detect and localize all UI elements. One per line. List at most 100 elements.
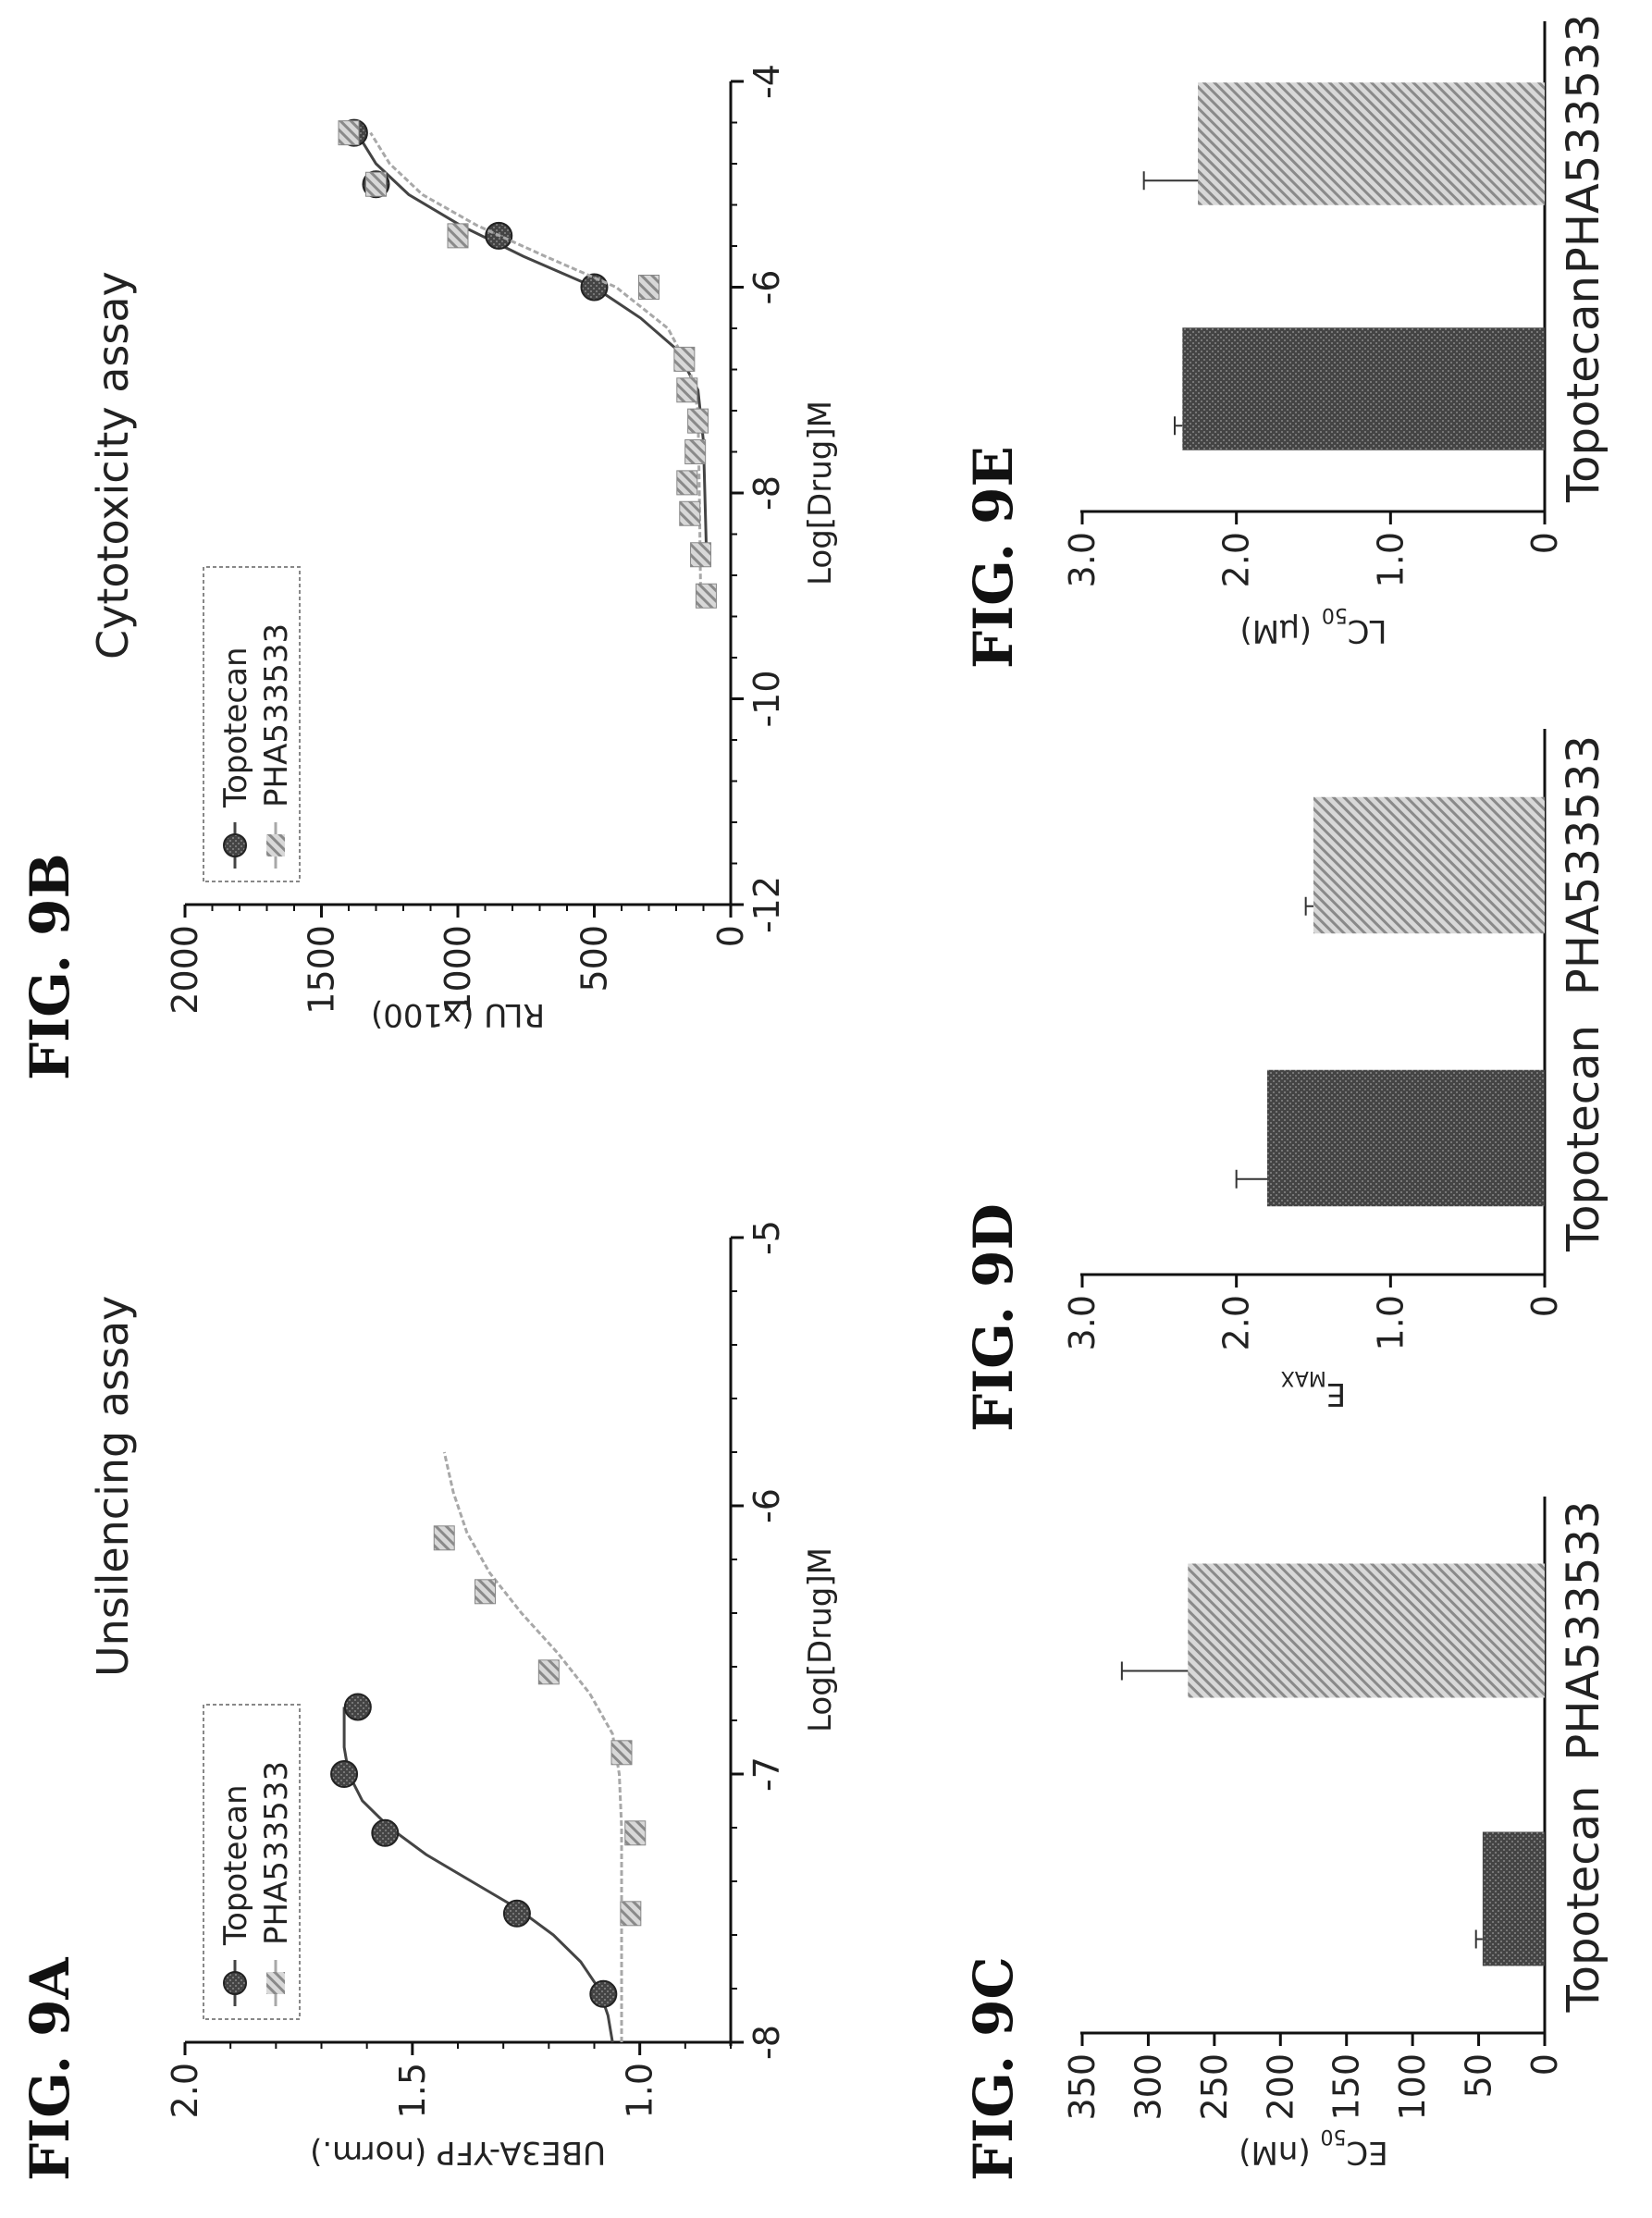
- data-point-pha533533: [676, 377, 698, 403]
- y-tick-label: 150: [1326, 2053, 1367, 2121]
- y-axis-label-subscript: MAX: [1281, 1367, 1326, 1390]
- y-axis-label-unit: (µM): [1240, 612, 1322, 649]
- cytotoxicity-title: Cytotoxicity assay: [88, 271, 138, 659]
- data-point-topotecan: [343, 1693, 372, 1721]
- y-tick-label: 0: [1524, 1295, 1565, 1317]
- y-axis-label-subscript: 50: [1321, 2126, 1347, 2149]
- legend-box: [203, 566, 301, 882]
- data-point-topotecan: [371, 1818, 400, 1847]
- category-label-topotecan: Topotecan: [1558, 276, 1609, 503]
- y-tick-label: 350: [1062, 2053, 1103, 2121]
- x-tick-label: -8: [746, 475, 787, 511]
- bar-topotecan: [1182, 327, 1545, 450]
- y-tick-label: 1.0: [620, 2063, 660, 2118]
- y-tick-label: 3.0: [1062, 1295, 1103, 1350]
- y-tick-label: 1.0: [1370, 532, 1411, 587]
- data-point-pha533533: [676, 470, 698, 496]
- legend-marker-pha533533: [266, 1972, 285, 1994]
- legend-marker-topotecan: [223, 833, 247, 857]
- bar-pha533533: [1188, 1563, 1546, 1698]
- category-label-pha533533: PHA533533: [1558, 1500, 1609, 1760]
- y-tick-label: 50: [1459, 2053, 1499, 2098]
- cytotoxicity-assay-chart: 0 500 1000 1500 2000 -12 -10 -8 -6 -4 Log[Drug]M RL…: [165, 64, 839, 1033]
- y-axis-label: EC50 (nM): [1239, 2126, 1387, 2172]
- fig-9a-label: FIG. 9A: [18, 1957, 81, 2181]
- y-axis-label-unit: (nM): [1239, 2134, 1320, 2171]
- y-axis-label: UBE3A-YFP (norm.): [310, 2134, 606, 2171]
- x-tick-label: -6: [746, 270, 787, 305]
- y-tick-label: 2.0: [1216, 1295, 1257, 1350]
- y-tick-label: 2000: [165, 925, 205, 1015]
- data-point-topotecan: [589, 1979, 618, 2008]
- fig-9b-label: FIG. 9B: [18, 853, 81, 1080]
- legend-marker-topotecan: [223, 1971, 247, 1995]
- y-axis-label: EMAX: [1281, 1367, 1347, 1413]
- fit-curve-topotecan: [355, 131, 708, 545]
- data-point-pha533533: [447, 223, 469, 249]
- y-tick-label: 250: [1194, 2053, 1235, 2121]
- legend-label-pha533533: PHA533533: [258, 1761, 295, 1945]
- fig-9c-label: FIG. 9C: [962, 1956, 1025, 2181]
- y-tick-label: 0: [1524, 532, 1565, 554]
- data-point-pha533533: [620, 1901, 642, 1927]
- x-tick-label: -5: [746, 1220, 787, 1255]
- x-tick-label: -8: [746, 2025, 787, 2060]
- category-label-pha533533: PHA533533: [1558, 14, 1609, 274]
- fit-curve-pha533533: [369, 131, 702, 597]
- y-tick-label: 200: [1260, 2053, 1301, 2121]
- y-axis-label: LC50 (µM): [1240, 604, 1387, 650]
- unsilencing-assay-chart: 1.0 1.5 2.0 -8 -7 -6 -5 Log[Drug]M UBE3A-YFP (no…: [165, 1220, 839, 2171]
- x-axis-label: Log[Drug]M: [802, 400, 839, 585]
- fig-9e-label: FIG. 9E: [962, 446, 1025, 669]
- y-tick-label: 1000: [438, 925, 478, 1015]
- y-tick-label: 1.0: [1370, 1295, 1411, 1350]
- y-tick-label: 300: [1128, 2053, 1168, 2121]
- bar-pha533533: [1198, 82, 1545, 205]
- category-label-topotecan: Topotecan: [1558, 1786, 1609, 2014]
- x-tick-label: -4: [746, 64, 787, 99]
- x-tick-label: -7: [746, 1756, 787, 1792]
- data-point-pha533533: [624, 1820, 647, 1846]
- data-point-pha533533: [690, 542, 712, 568]
- legend-marker-pha533533: [266, 834, 285, 856]
- emax-bar-chart: 0 1.0 2.0 3.0 EMAX Topotecan PHA533533: [1062, 729, 1609, 1413]
- data-point-pha533533: [687, 408, 709, 434]
- data-point-pha533533: [610, 1740, 633, 1766]
- y-tick-label: 1.5: [392, 2063, 433, 2118]
- legend-box: [203, 1704, 301, 2020]
- y-tick-label: 1500: [302, 925, 342, 1015]
- unsilencing-title: Unsilencing assay: [88, 1295, 138, 1677]
- data-point-pha533533: [365, 171, 387, 197]
- data-point-pha533533: [537, 1659, 560, 1685]
- bar-topotecan: [1482, 1831, 1546, 1966]
- data-point-pha533533: [433, 1525, 455, 1551]
- data-point-pha533533: [475, 1579, 496, 1605]
- data-point-pha533533: [679, 500, 701, 526]
- data-point-pha533533: [695, 583, 717, 609]
- data-point-topotecan: [502, 1899, 531, 1928]
- bar-pha533533: [1313, 796, 1545, 934]
- data-point-pha533533: [684, 439, 707, 464]
- fig-9d-label: FIG. 9D: [962, 1203, 1025, 1432]
- data-point-pha533533: [673, 346, 696, 372]
- fit-curve-topotecan: [342, 1707, 614, 2043]
- data-point-pha533533: [338, 120, 360, 146]
- y-axis-label-main: LC: [1348, 612, 1387, 649]
- category-label-pha533533: PHA533533: [1558, 735, 1609, 995]
- y-tick-label: 2.0: [165, 2063, 205, 2118]
- x-axis-label: Log[Drug]M: [802, 1547, 839, 1732]
- fit-curve-pha533533: [442, 1451, 623, 2042]
- category-label-topotecan: Topotecan: [1558, 1025, 1609, 1252]
- y-axis-label-subscript: 50: [1322, 604, 1348, 627]
- y-tick-label: 0: [1524, 2053, 1565, 2076]
- y-tick-label: 3.0: [1062, 532, 1103, 587]
- x-tick-label: -6: [746, 1488, 787, 1523]
- y-tick-label: 0: [710, 925, 751, 947]
- y-axis-label-main: E: [1326, 1375, 1346, 1412]
- data-point-topotecan: [330, 1760, 359, 1788]
- y-axis-label: RLU (x100): [371, 996, 545, 1033]
